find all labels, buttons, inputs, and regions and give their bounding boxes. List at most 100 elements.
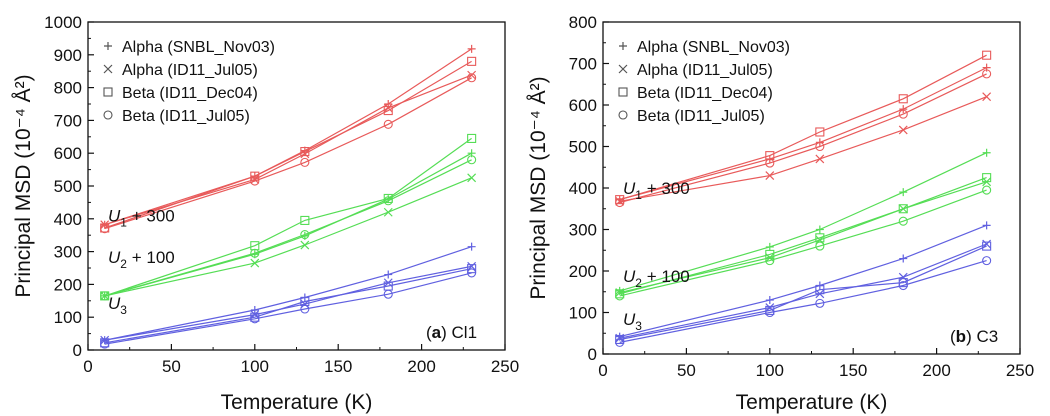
group-label-offset: + 100 [127, 248, 175, 267]
data-point-U2-square [982, 173, 992, 183]
series-line-U2-square [619, 177, 987, 295]
panel-b: 0 50 100 150 200 250 0 100 200 300 400 500 600 700 800… [527, 13, 1034, 414]
legend-marker-cross [618, 64, 628, 74]
data-point-U2-cross [250, 258, 260, 268]
data-point-U1-cross [300, 149, 310, 159]
data-point-U1-square [300, 147, 310, 157]
legend-marker-square [618, 87, 628, 97]
data-point-U3-square [467, 264, 477, 274]
panel-name: Cl1 [452, 323, 478, 342]
data-point-U1-circle [467, 73, 477, 83]
y-tick-label: 800 [569, 13, 597, 32]
group-label-subscript: 1 [635, 188, 642, 202]
y-tick-label: 100 [54, 308, 82, 327]
legend-label: Beta (ID11_Jul05) [122, 108, 250, 125]
data-point-U1-cross [815, 154, 825, 164]
group-label-U2: U2 + 100 [108, 248, 175, 271]
y-axis-title: Principal MSD (10⁻⁴ Å²) [12, 74, 35, 297]
group-label-base: U [623, 179, 636, 198]
legend-label: Alpha (SNBL_Nov03) [122, 39, 275, 56]
series-group-U3: U3 [100, 242, 477, 349]
data-point-U2-square [898, 204, 908, 214]
y-tick-label: 200 [569, 262, 597, 281]
group-label-subscript: 3 [635, 319, 642, 333]
data-point-U1-square [615, 195, 625, 205]
series-line-U3-square [619, 245, 987, 341]
data-point-U3-plus [467, 242, 476, 251]
x-axis-title: Temperature (K) [221, 391, 373, 414]
y-tick-label: 400 [569, 179, 597, 198]
x-tick-label: 50 [162, 357, 181, 376]
data-point-U1-cross [467, 70, 477, 80]
data-point-U2-plus [765, 242, 774, 251]
panel-tag: b [956, 327, 966, 346]
panel-a: 0 50 100 150 200 250 0 100 200 300 400 500 600 700 800… [12, 13, 519, 414]
y-tick-label: 200 [54, 275, 82, 294]
data-point-U3-circle [765, 307, 775, 318]
group-label-base: U [108, 294, 121, 313]
data-point-U1-cross [383, 103, 393, 113]
group-label-U1: U1 + 300 [623, 179, 690, 202]
group-label-base: U [623, 310, 636, 329]
data-point-U1-circle [615, 197, 625, 208]
panel-name: C3 [976, 327, 998, 346]
data-point-U2-circle [982, 185, 992, 195]
group-label-subscript: 1 [120, 215, 127, 229]
data-point-U1-square [815, 127, 825, 137]
y-tick-label: 100 [569, 304, 597, 323]
group-label-subscript: 2 [120, 257, 127, 271]
data-point-U3-square [898, 278, 908, 288]
y-tick-label: 500 [569, 138, 597, 157]
data-point-U2-circle [898, 216, 908, 226]
series-group-U1: U1 + 300 [615, 50, 992, 208]
data-point-U3-square [615, 334, 625, 345]
data-point-U3-circle [250, 314, 260, 324]
group-label-base: U [108, 206, 121, 225]
x-tick-label: 150 [324, 357, 352, 376]
legend-label: Alpha (SNBL_Nov03) [637, 39, 790, 56]
data-point-U2-square [467, 133, 477, 143]
series-line-U3-cross [619, 243, 987, 339]
y-tick-label: 0 [73, 341, 82, 360]
data-point-U1-square [383, 106, 393, 116]
data-point-U1-circle [300, 157, 310, 167]
y-tick-label: 1000 [44, 13, 82, 32]
data-point-U1-plus [467, 44, 476, 53]
legend-label: Alpha (ID11_Jul05) [637, 62, 773, 79]
data-point-U1-circle [982, 69, 992, 79]
series-line-U3-circle [104, 272, 472, 345]
x-tick-label: 0 [83, 357, 92, 376]
y-tick-label: 400 [54, 210, 82, 229]
data-point-U1-square [250, 171, 260, 181]
x-tick-label: 150 [839, 361, 867, 380]
data-point-U3-circle [100, 339, 110, 349]
data-point-U3-plus [765, 296, 774, 305]
data-point-U1-square [467, 56, 477, 66]
x-tick-label: 0 [598, 361, 607, 380]
data-point-U1-circle [383, 119, 393, 129]
group-label-base: U [108, 248, 121, 267]
y-tick-label: 800 [54, 79, 82, 98]
data-point-U1-square [982, 50, 992, 60]
series-group-U3: U3 [615, 221, 992, 347]
series-line-U3-circle [619, 260, 987, 343]
series-group-U1: U1 + 300 [100, 44, 477, 234]
data-point-U2-cross [300, 240, 310, 250]
legend: Alpha (SNBL_Nov03) Alpha (ID11_Jul05) Beta… [103, 39, 275, 125]
data-point-U1-circle [100, 224, 110, 234]
legend-marker-circle [103, 110, 113, 120]
group-label-U1: U1 + 300 [108, 206, 175, 229]
data-point-U2-cross [383, 207, 393, 217]
data-point-U3-cross [898, 272, 908, 282]
x-tick-label: 100 [756, 361, 784, 380]
group-label-offset: + 100 [642, 267, 690, 286]
data-point-U2-circle [815, 241, 825, 251]
legend-label: Alpha (ID11_Jul05) [122, 62, 258, 79]
x-tick-label: 100 [241, 357, 269, 376]
series-group-U2: U2 + 100 [100, 133, 477, 301]
y-axis-title: Principal MSD (10⁻⁴ Å²) [527, 76, 550, 299]
group-label-U3: U3 [623, 310, 642, 333]
legend: Alpha (SNBL_Nov03) Alpha (ID11_Jul05) Beta… [618, 39, 790, 125]
data-point-U3-square [815, 285, 825, 295]
group-label-offset: + 300 [642, 179, 690, 198]
